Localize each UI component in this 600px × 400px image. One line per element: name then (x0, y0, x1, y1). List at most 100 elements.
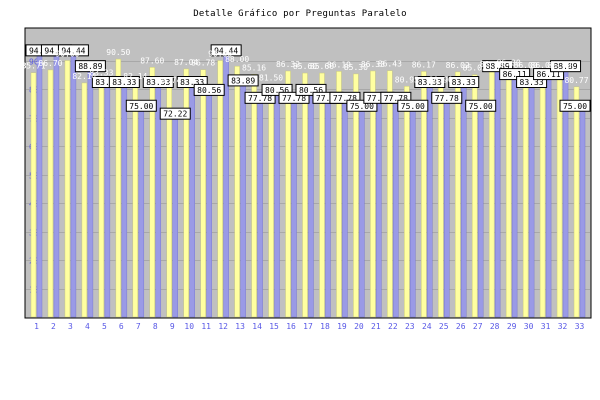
series-a-labels: 94.4494.4494.4488.8983.3383.3375.0083.33… (25, 44, 591, 120)
label-box (108, 76, 140, 89)
series-b-value-label: 86.78 (191, 59, 215, 68)
x-tick-label: 13 (235, 322, 245, 331)
series-b-value-label: 86.19 (327, 60, 351, 69)
label-text: 94.44 (214, 46, 238, 55)
series-b-value-label: 82.14 (123, 72, 147, 81)
label-text: 86.11 (537, 70, 561, 79)
bar-series-b (471, 74, 478, 318)
series-b-value-label: 85.16 (242, 63, 266, 72)
bar-series-b (421, 71, 427, 318)
label-text: 83.33 (112, 78, 136, 87)
bar-series-b (539, 71, 546, 318)
series-b-value-label: 86.43 (378, 60, 402, 69)
label-box (465, 99, 497, 112)
series-b-labels: 85.7186.7090.0082.1483.3390.5082.1487.60… (21, 48, 588, 85)
label-box (244, 91, 276, 104)
bar-series-a (274, 87, 280, 318)
x-tick-label: 19 (337, 322, 347, 331)
series-a-value-label: 77.78 (278, 91, 310, 104)
x-tick-label: 32 (558, 322, 568, 331)
label-box (431, 91, 463, 104)
series-a-value-label: 88.89 (482, 60, 514, 73)
series-b-value-label: 88.00 (225, 55, 249, 64)
label-text: 83.33 (520, 78, 544, 87)
series-b-value-label: 80.74 (157, 76, 181, 85)
bar-series-b (234, 65, 240, 318)
bar-series-a (308, 87, 314, 318)
bar-series-a (53, 47, 60, 318)
series-b-value-label: 90.50 (106, 48, 130, 57)
bar-series-a (444, 95, 450, 318)
x-tick-label: 15 (269, 322, 279, 331)
series-a-value-label: 94.44 (57, 44, 89, 57)
x-tick-label: 21 (371, 322, 381, 331)
label-box (125, 99, 157, 112)
label-text: 83.33 (95, 78, 119, 87)
label-box (295, 83, 327, 96)
label-box (533, 68, 565, 81)
series-b-value-label: 80.77 (564, 76, 588, 85)
bar-series-b (47, 69, 54, 318)
series-b-value-label: 80.95 (395, 75, 419, 84)
series-b-value-label: 85.02 (463, 64, 487, 73)
series-a-value-label: 75.00 (397, 99, 429, 112)
x-axis-ticks: 1 2 3 4 5 6 7 8 9 10 11 12 13 14 15 16 17 18 19 20 21 22 23 24 2… (34, 322, 584, 331)
x-tick-label: 3 (68, 322, 73, 331)
bar-series-a (460, 79, 467, 318)
bar-series-b (251, 74, 257, 318)
label-text: 86.11 (503, 70, 527, 79)
label-text: 75.00 (469, 102, 493, 111)
bar-series-b (522, 71, 529, 318)
label-text: 77.78 (248, 94, 272, 103)
bar-series-a (427, 79, 433, 318)
x-tick-label: 1 (34, 322, 39, 331)
x-tick-label: 27 (473, 322, 483, 331)
series-a-value-label: 83.33 (108, 76, 140, 89)
series-b-value-label: 86.70 (38, 59, 62, 68)
series-a-value-label: 88.89 (74, 60, 106, 73)
series-a-value-label: 86.11 (499, 68, 531, 81)
series-a-value-label: 75.00 (346, 99, 378, 112)
bar-series-b (132, 82, 139, 318)
series-a-value-label: 80.56 (261, 83, 293, 96)
series-b-value-label: 85.60 (293, 62, 317, 71)
x-tick-label: 5 (102, 322, 107, 331)
bar-series-a (172, 110, 178, 318)
label-text: 75.00 (129, 102, 153, 111)
bar-series-a (376, 95, 382, 318)
series-b-value-label: 86.17 (412, 60, 436, 69)
series-a-value-label: 72.22 (159, 107, 191, 120)
label-text: 94.44 (61, 46, 85, 55)
label-box (550, 60, 582, 73)
label-text: 77.78 (367, 94, 391, 103)
series-a-value-label: 80.56 (193, 83, 225, 96)
bar-series-a (342, 95, 348, 318)
series-a-value-label: 75.00 (559, 99, 591, 112)
bar-series-a (257, 95, 263, 318)
bar-series-b (438, 86, 444, 318)
x-tick-label: 7 (136, 322, 141, 331)
label-box (278, 91, 310, 104)
bar-series-b (98, 79, 105, 318)
series-b-value-label: 90.00 (55, 50, 79, 59)
series-b-value-label: 86.40 (480, 60, 504, 69)
label-text: 77.78 (282, 94, 306, 103)
bar-series-a (410, 103, 416, 318)
series-b-value-label: 81.50 (259, 74, 283, 83)
bar-series-a (104, 79, 111, 318)
series-b-value-label: 86.02 (446, 61, 470, 70)
bar-series-b (149, 67, 156, 318)
bar-series-b (353, 73, 359, 318)
bar-series-b (302, 72, 308, 318)
bar-series-a (121, 79, 128, 318)
bar-series-b (505, 69, 512, 318)
x-tick-label: 10 (184, 322, 194, 331)
x-tick-label: 22 (388, 322, 398, 331)
label-box (414, 76, 446, 89)
bar-series-b (404, 86, 410, 318)
x-tick-label: 11 (201, 322, 211, 331)
bar-series-b (336, 71, 342, 318)
label-text: 88.89 (553, 62, 577, 71)
series-b-value-label: 86.33 (361, 60, 385, 69)
series-a-value-label: 75.00 (125, 99, 157, 112)
